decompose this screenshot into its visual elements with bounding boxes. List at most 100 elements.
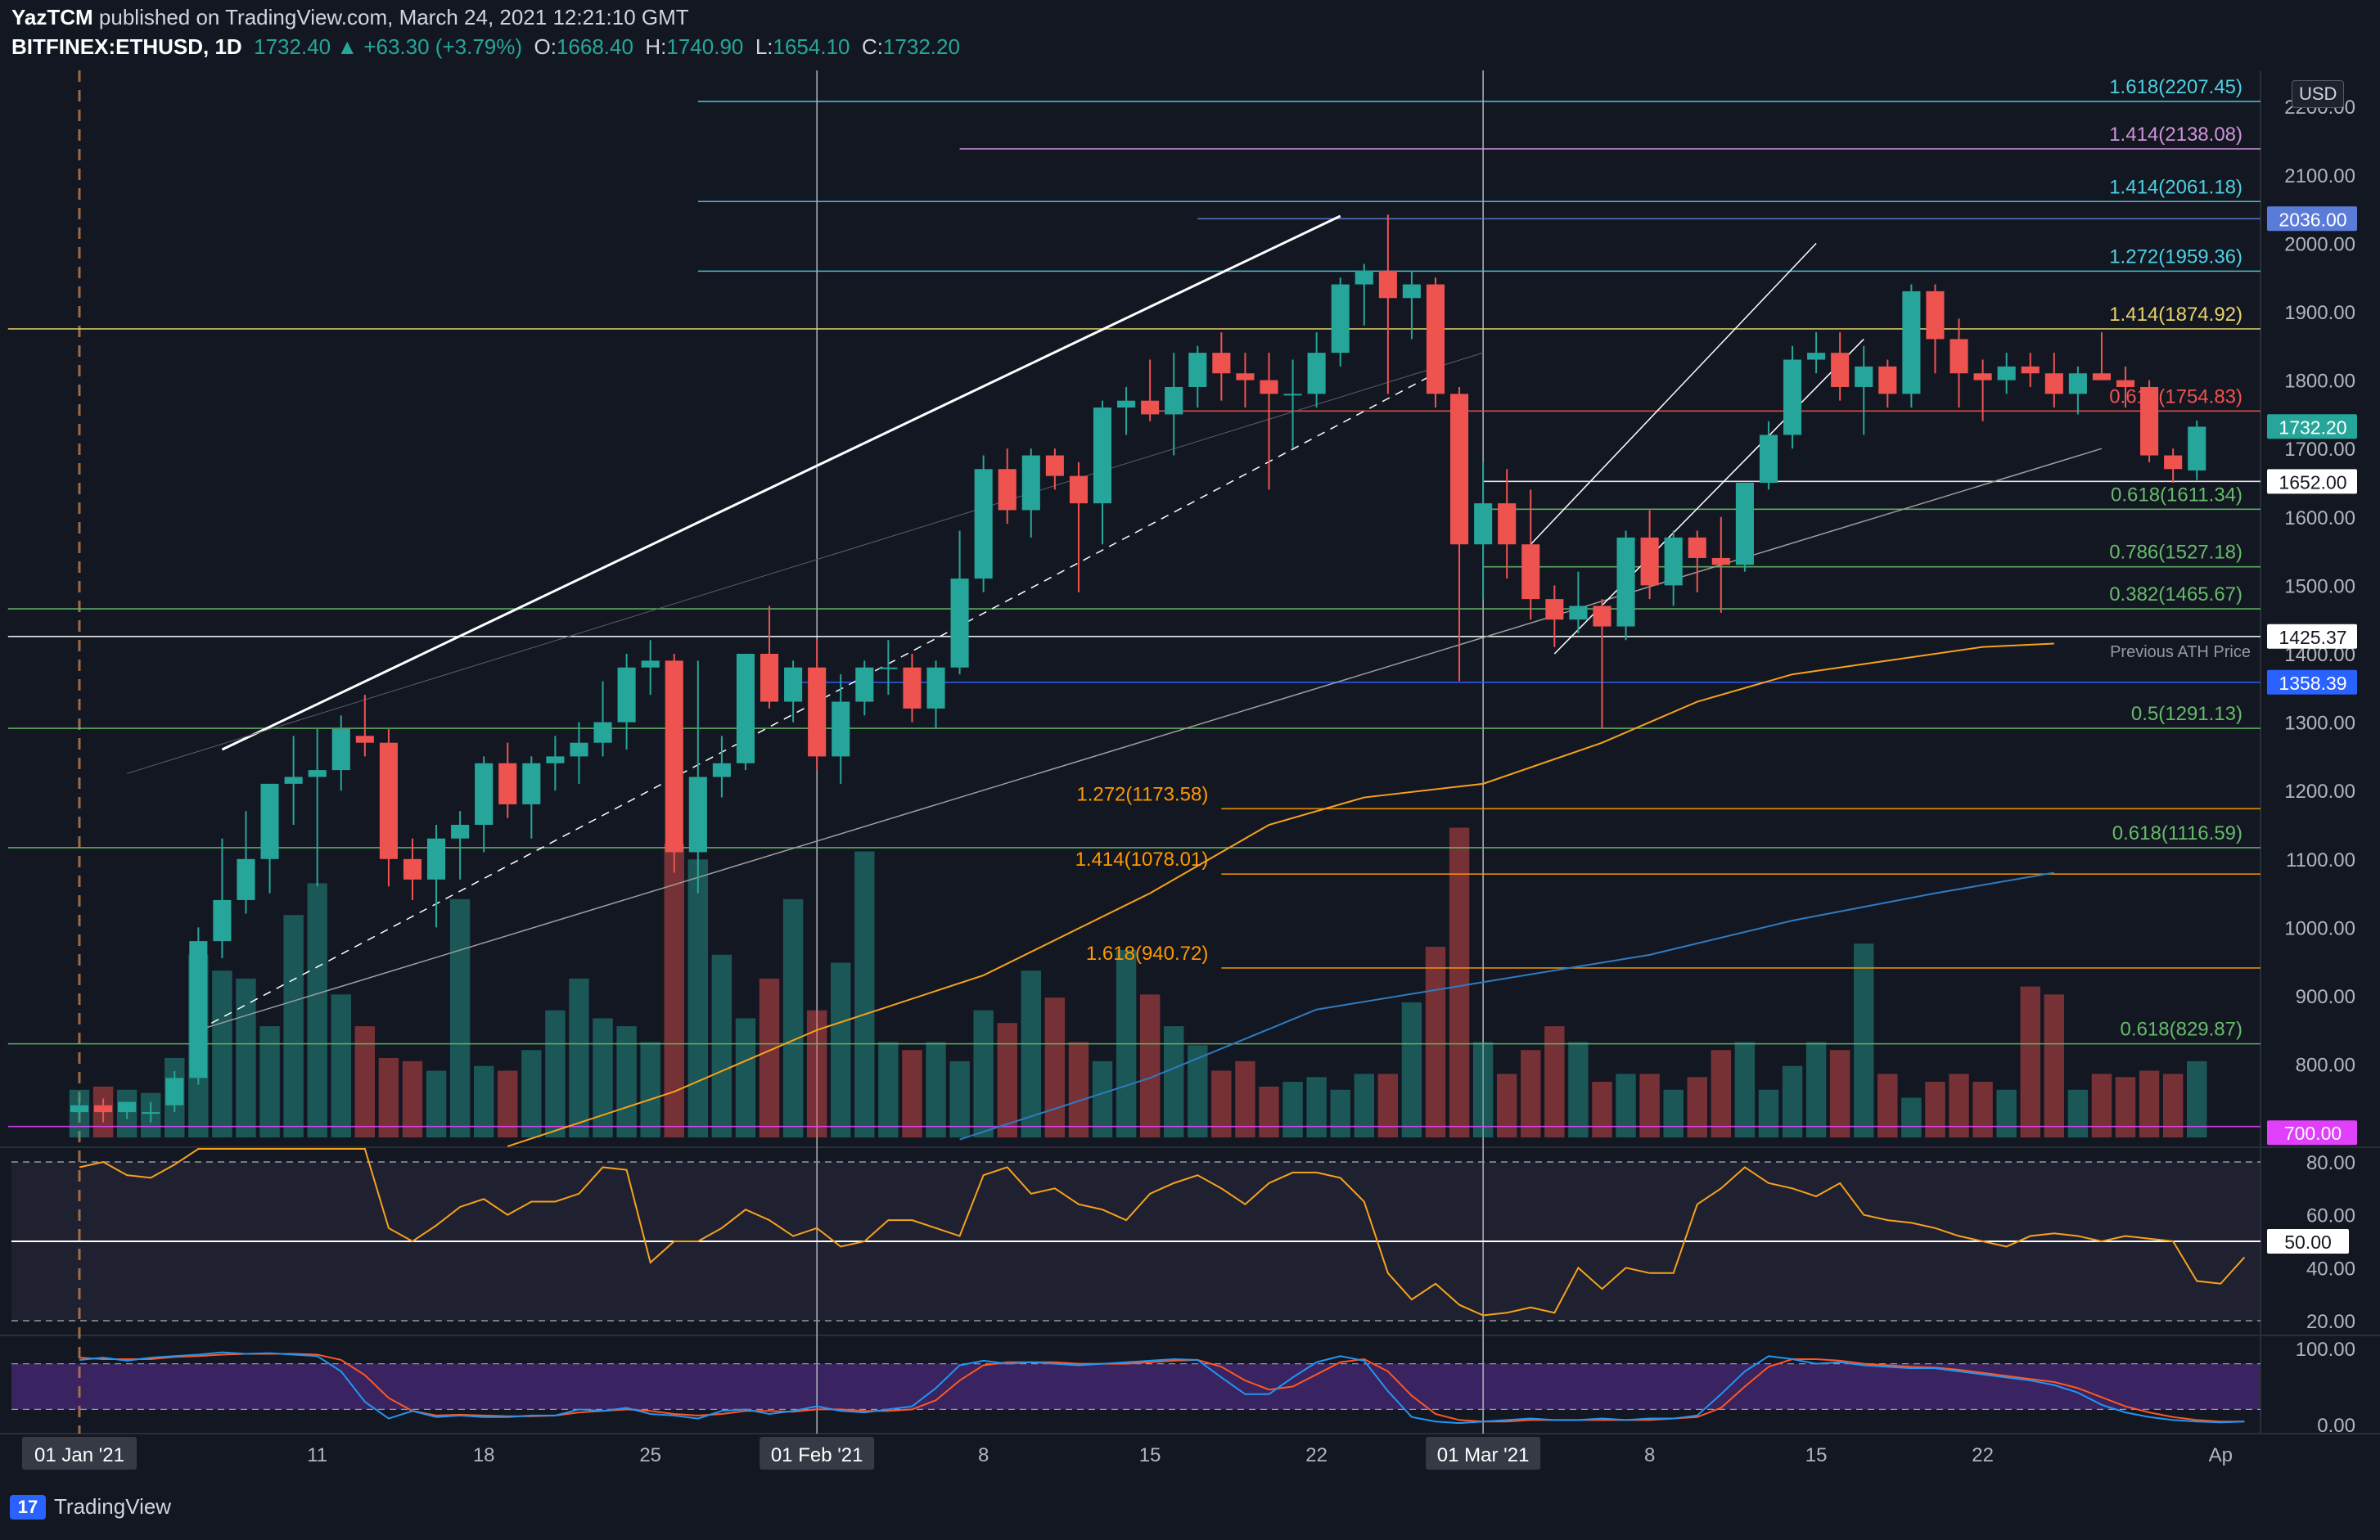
price-badge bbox=[2267, 669, 2357, 695]
candle-body bbox=[284, 777, 303, 784]
volume-bar bbox=[236, 978, 256, 1137]
candle bbox=[2116, 366, 2135, 408]
candle-body bbox=[1902, 290, 1921, 394]
candle-body bbox=[926, 667, 945, 709]
fib-level-label: 1.272(1959.36) bbox=[2109, 245, 2243, 268]
volume-bar bbox=[616, 1026, 637, 1137]
fib-level-label: 1.618(940.72) bbox=[1086, 943, 1208, 965]
volume-bar bbox=[569, 978, 589, 1137]
volume-bar bbox=[1949, 1074, 1969, 1137]
candle bbox=[688, 660, 707, 894]
candle bbox=[1783, 345, 1802, 449]
candle bbox=[1735, 483, 1754, 572]
candle bbox=[237, 811, 255, 914]
candle-body bbox=[403, 858, 422, 880]
candle bbox=[284, 736, 303, 825]
volume-bar bbox=[331, 994, 351, 1137]
candle bbox=[1212, 332, 1231, 401]
candle-body bbox=[1498, 503, 1517, 545]
candle-body bbox=[1283, 394, 1302, 396]
fib-level-label: 1.414(2138.08) bbox=[2109, 124, 2243, 146]
rsi-axis-tick: 60.00 bbox=[2306, 1205, 2355, 1227]
candle-body bbox=[1640, 537, 1659, 586]
volume-bar bbox=[354, 1026, 376, 1137]
candle-body bbox=[237, 858, 255, 900]
candle-body bbox=[998, 469, 1016, 511]
volume-bar bbox=[1330, 1089, 1350, 1137]
volume-bar bbox=[2162, 1074, 2184, 1137]
candle-body bbox=[855, 667, 874, 702]
currency-badge[interactable]: USD bbox=[2292, 80, 2345, 108]
candle-body bbox=[808, 667, 827, 757]
candle-body bbox=[498, 763, 517, 804]
candle bbox=[998, 448, 1016, 525]
candle bbox=[1973, 359, 1992, 421]
volume-bar bbox=[1829, 1050, 1850, 1137]
candle bbox=[546, 736, 565, 791]
trendline bbox=[1530, 242, 1817, 545]
time-axis-tick: 15 bbox=[1139, 1444, 1161, 1466]
candle-body bbox=[1759, 435, 1778, 483]
volume-bar bbox=[1663, 1089, 1684, 1137]
candle-body bbox=[2021, 366, 2040, 374]
volume-bar bbox=[854, 851, 875, 1137]
time-axis-highlight bbox=[1426, 1437, 1541, 1470]
fib-level-label: 0.618(1754.83) bbox=[2109, 385, 2243, 408]
candle bbox=[1307, 332, 1326, 408]
time-axis-tick: 22 bbox=[1972, 1444, 1994, 1466]
symbol-name[interactable]: BITFINEX:ETHUSD, 1D bbox=[11, 34, 242, 59]
candle bbox=[1688, 530, 1706, 592]
candle-body bbox=[260, 783, 279, 859]
fib-level-label: 0.618(829.87) bbox=[2121, 1019, 2243, 1041]
candle-body bbox=[1783, 359, 1802, 435]
volume-bar bbox=[1592, 1082, 1612, 1137]
tradingview-branding[interactable]: 17 TradingView bbox=[10, 1494, 171, 1520]
candle-body bbox=[688, 777, 707, 853]
close-value: 1732.20 bbox=[882, 34, 960, 59]
candle bbox=[1997, 353, 2016, 394]
candle bbox=[355, 695, 374, 757]
candle-body bbox=[1165, 386, 1183, 415]
volume-bar bbox=[1639, 1074, 1660, 1137]
volume-bar bbox=[1401, 1002, 1422, 1137]
candle bbox=[974, 455, 993, 592]
volume-bar bbox=[1235, 1060, 1255, 1137]
candle-body bbox=[617, 667, 636, 723]
candle bbox=[2068, 366, 2087, 415]
volume-bar bbox=[1092, 1060, 1113, 1137]
trendline bbox=[1553, 338, 1864, 655]
candle bbox=[260, 783, 279, 894]
high-label: H: bbox=[645, 34, 667, 59]
candle bbox=[70, 1098, 89, 1119]
candle bbox=[475, 756, 494, 853]
candle bbox=[1569, 571, 1588, 633]
candle bbox=[118, 1101, 137, 1119]
candle-body bbox=[142, 1112, 160, 1114]
candle-body bbox=[2116, 380, 2135, 387]
candle bbox=[712, 736, 731, 798]
price-axis-tick: 1100.00 bbox=[2286, 849, 2355, 871]
stoch-axis-tick: 0.00 bbox=[2317, 1415, 2355, 1437]
fib-level-label: 1.618(2207.45) bbox=[2109, 76, 2243, 98]
candle-body bbox=[2044, 373, 2063, 394]
fib-level-label: 0.618(1611.34) bbox=[2111, 484, 2243, 506]
author-name[interactable]: YazTCM bbox=[11, 5, 93, 29]
time-axis-tick: 22 bbox=[1305, 1444, 1327, 1466]
candle bbox=[1355, 263, 1373, 326]
volume-bar bbox=[1449, 827, 1470, 1137]
candle bbox=[1807, 332, 1826, 374]
price-badge-label: 1732.20 bbox=[2279, 417, 2346, 438]
volume-bar bbox=[711, 954, 732, 1137]
volume-bar bbox=[449, 898, 471, 1137]
volume-bar bbox=[307, 883, 327, 1137]
tradingview-logo-icon: 17 bbox=[10, 1494, 46, 1520]
fib-level-label: 0.382(1465.67) bbox=[2109, 583, 2243, 606]
candle-body bbox=[2140, 386, 2159, 456]
price-badge-label: 1358.39 bbox=[2279, 673, 2346, 694]
candle bbox=[2188, 420, 2206, 480]
fib-level-label: 1.414(1874.92) bbox=[2109, 304, 2243, 326]
price-axis-tick: 1800.00 bbox=[2284, 371, 2355, 393]
candle bbox=[1498, 469, 1517, 579]
volume-bar bbox=[1996, 1089, 2017, 1137]
